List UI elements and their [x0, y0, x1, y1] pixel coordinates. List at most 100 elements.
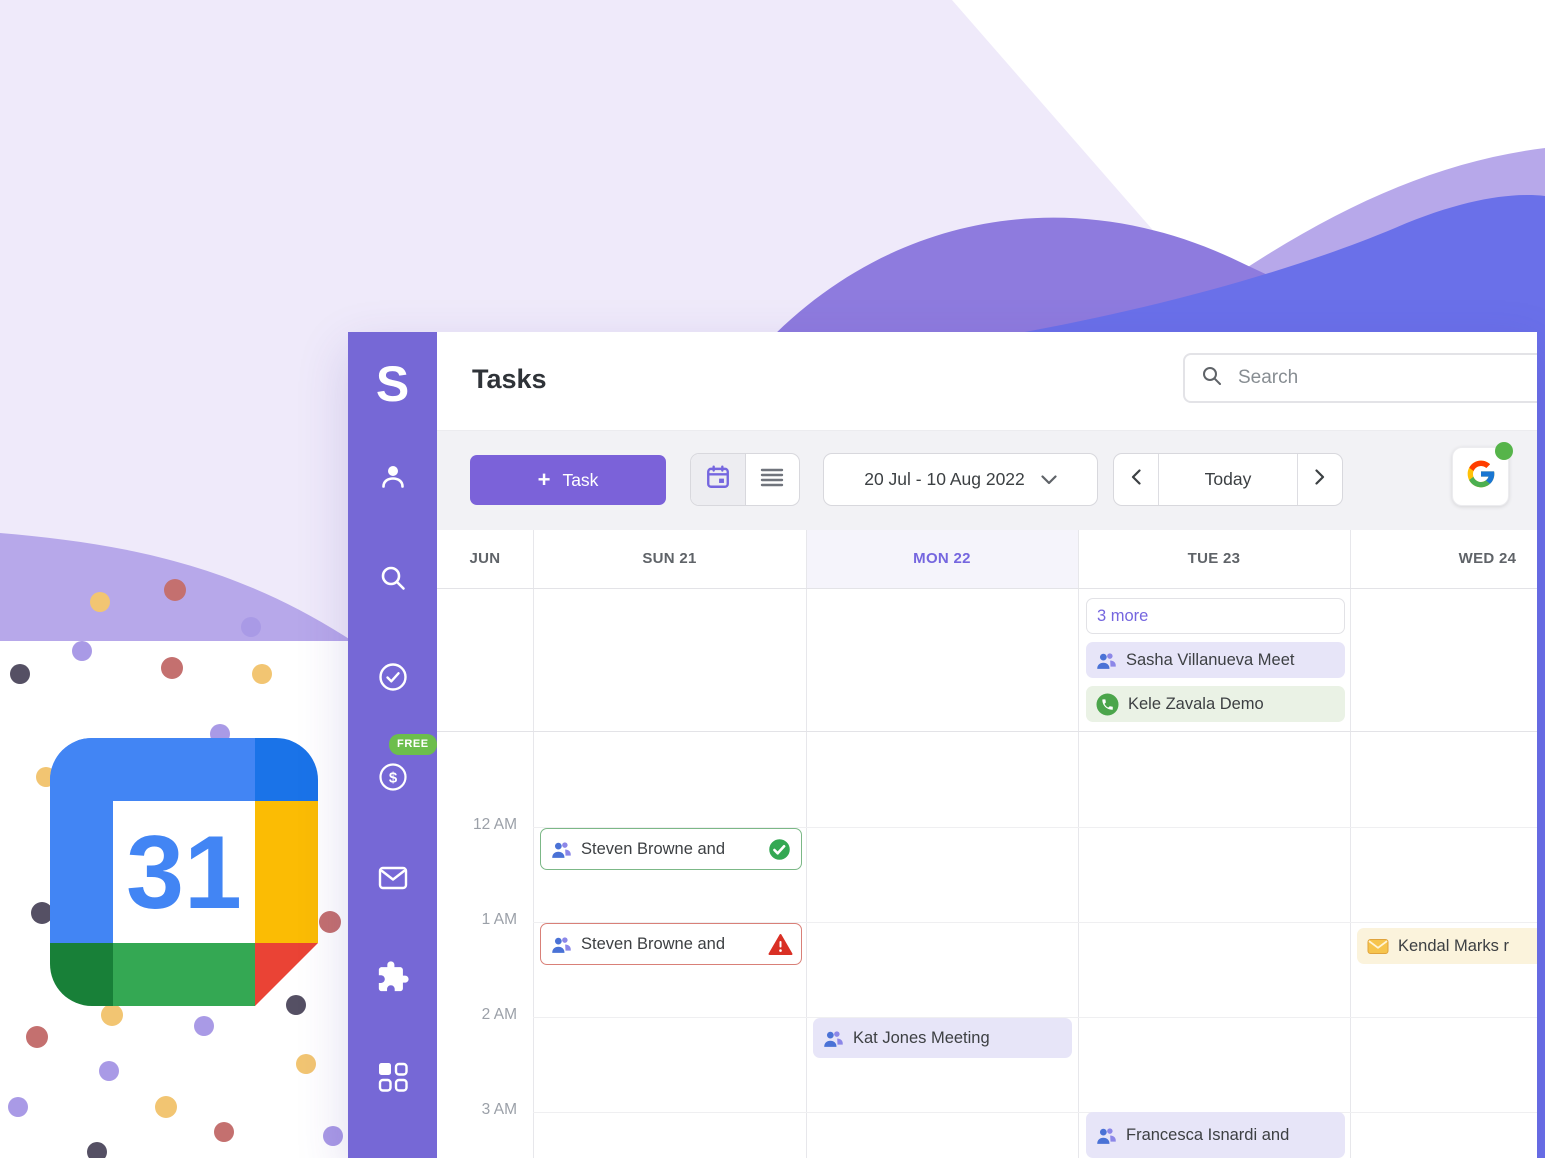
confetti-dot: [155, 1096, 177, 1118]
date-range-button[interactable]: 20 Jul - 10 Aug 2022: [823, 453, 1098, 506]
warning-badge-icon: [768, 933, 793, 956]
event-title: Steven Browne and: [581, 839, 726, 858]
today-button[interactable]: Today: [1204, 469, 1252, 489]
day-header-mon: MON 22: [913, 550, 971, 567]
gcal-day-number: 31: [126, 815, 242, 931]
event-title: Sasha Villanueva Meet: [1126, 650, 1295, 669]
phone-icon: [1096, 693, 1119, 716]
sidebar-item-mail[interactable]: [375, 860, 411, 901]
people-icon: [1096, 1127, 1117, 1144]
hour-line: [533, 922, 1537, 923]
mail-icon: [375, 866, 411, 900]
column-divider: [1078, 530, 1079, 1158]
active-day-highlight: [807, 530, 1078, 588]
confetti-dot: [26, 1026, 48, 1048]
event[interactable]: Steven Browne and: [540, 923, 802, 965]
confetti-dot: [286, 995, 306, 1015]
confetti-dot: [319, 911, 341, 933]
event[interactable]: Kat Jones Meeting: [813, 1018, 1072, 1058]
time-label: 12 AM: [473, 816, 517, 833]
people-icon: [551, 936, 572, 953]
time-label: 2 AM: [481, 1006, 517, 1023]
calendar-grid: JUN SUN 21 MON 22 TUE 23 WED 24 12 AM 1 …: [437, 530, 1537, 1158]
header-divider: [437, 588, 1537, 589]
google-g-icon: [1465, 458, 1497, 495]
date-nav: Today: [1113, 453, 1343, 506]
app-window: S FREE $: [348, 332, 1537, 1158]
plus-icon: +: [537, 467, 551, 492]
more-events-link[interactable]: 3 more: [1086, 598, 1345, 634]
confetti-dot: [72, 641, 92, 661]
confetti-dot: [194, 1016, 214, 1036]
search-box: [1183, 353, 1537, 403]
sidebar-item-profile[interactable]: [375, 459, 411, 500]
people-icon: [1096, 652, 1117, 669]
confetti-dot: [214, 1122, 234, 1142]
page-title: Tasks: [472, 364, 547, 394]
event[interactable]: Steven Browne and: [540, 828, 802, 870]
chevron-right-icon: [1315, 469, 1325, 490]
confetti-dot: [323, 1126, 343, 1146]
hour-line: [533, 827, 1537, 828]
allday-event[interactable]: Sasha Villanueva Meet: [1086, 642, 1345, 678]
list-view-button[interactable]: [746, 454, 800, 505]
sidebar-item-apps[interactable]: [376, 1060, 410, 1099]
calendar-view-button[interactable]: [691, 454, 746, 505]
event[interactable]: Francesca Isnardi and: [1086, 1112, 1345, 1158]
list-icon: [760, 466, 784, 493]
view-toggle: [690, 453, 800, 506]
day-header-sun: SUN 21: [642, 550, 697, 567]
confetti-dot: [87, 1142, 107, 1158]
search-icon: [1201, 365, 1223, 392]
column-divider: [806, 530, 807, 1158]
date-range-label: 20 Jul - 10 Aug 2022: [864, 469, 1025, 489]
people-icon: [823, 1030, 844, 1047]
main-area: Tasks + Task: [437, 332, 1537, 1158]
connected-status-dot: [1495, 442, 1513, 460]
sidebar-item-billing[interactable]: $: [376, 760, 410, 799]
puzzle-icon: [376, 961, 410, 998]
allday-divider: [437, 731, 1537, 732]
search-input[interactable]: [1236, 366, 1537, 390]
time-label: 1 AM: [481, 911, 517, 928]
event-title: Kendal Marks r: [1398, 936, 1509, 955]
confetti-dot: [161, 657, 183, 679]
confetti-dot: [252, 664, 272, 684]
people-icon: [551, 841, 572, 858]
calendar-icon: [705, 464, 731, 495]
envelope-icon: [1367, 938, 1389, 955]
hour-line: [533, 1017, 1537, 1018]
google-sync-button[interactable]: [1452, 442, 1513, 506]
column-divider: [1350, 530, 1351, 1158]
free-badge: FREE: [389, 734, 437, 755]
day-header-tue: TUE 23: [1187, 550, 1241, 567]
next-button[interactable]: [1296, 454, 1342, 505]
sidebar: S FREE $: [348, 332, 437, 1158]
sidebar-item-tasks[interactable]: [376, 660, 410, 699]
add-task-button[interactable]: + Task: [470, 455, 666, 505]
allday-event[interactable]: Kele Zavala Demo: [1086, 686, 1345, 722]
chevron-down-icon: [1041, 469, 1057, 490]
confetti-dot: [90, 592, 110, 612]
event-title: Francesca Isnardi and: [1126, 1125, 1290, 1144]
sidebar-item-integrations[interactable]: [376, 960, 410, 999]
grid-icon: [376, 1062, 410, 1098]
time-label: 3 AM: [481, 1101, 517, 1118]
confetti-dot: [31, 902, 53, 924]
sidebar-item-search[interactable]: [376, 561, 410, 600]
page-header: Tasks: [437, 332, 1537, 430]
event[interactable]: Kendal Marks r: [1357, 928, 1537, 964]
search-icon: [376, 566, 410, 599]
prev-button[interactable]: [1114, 454, 1160, 505]
day-header-wed: WED 24: [1458, 550, 1517, 567]
confetti-dot: [241, 617, 261, 637]
confetti-dot: [164, 579, 186, 601]
month-label: JUN: [469, 550, 501, 567]
dollar-circle-icon: $: [376, 763, 410, 798]
confetti-dot: [101, 1004, 123, 1026]
confetti-dot: [296, 1054, 316, 1074]
svg-text:$: $: [388, 770, 397, 787]
app-logo: S: [375, 356, 410, 412]
confetti-dot: [8, 1097, 28, 1117]
